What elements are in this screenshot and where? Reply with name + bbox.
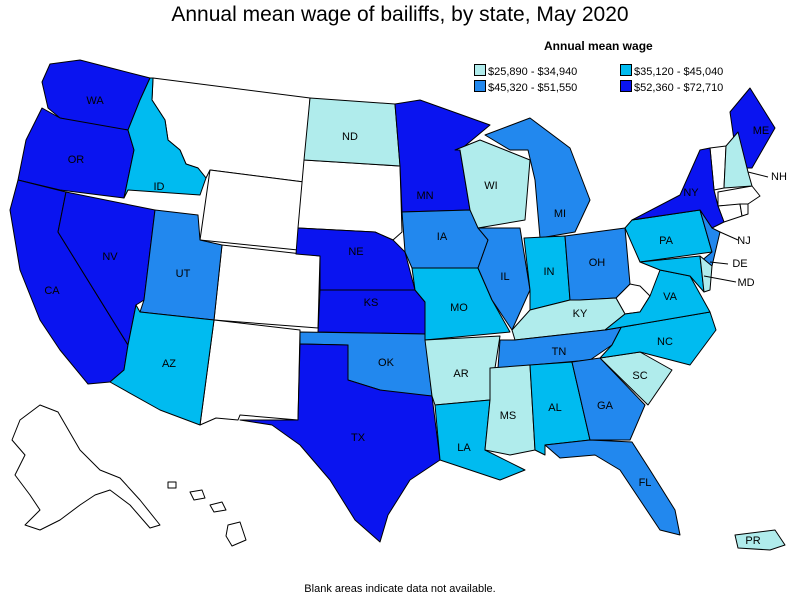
label-GA: GA xyxy=(597,400,614,412)
label-IL: IL xyxy=(500,271,509,283)
label-UT: UT xyxy=(176,268,191,280)
legend-item-tier-1: $35,120 - $45,040 xyxy=(620,64,723,78)
state-RI xyxy=(739,203,749,217)
state-DE xyxy=(699,255,713,293)
state-WI xyxy=(454,139,531,229)
label-WA: WA xyxy=(86,95,104,107)
label-SC: SC xyxy=(632,370,647,382)
label-NV: NV xyxy=(102,251,118,263)
label-TN: TN xyxy=(552,346,567,358)
state-labels: WA OR CA NV ID UT AZ ND NE KS OK TX MN I… xyxy=(44,95,787,547)
label-MN: MN xyxy=(416,190,433,202)
label-MD: MD xyxy=(737,277,754,289)
data-states xyxy=(9,59,786,551)
label-MO: MO xyxy=(450,302,468,314)
state-NM xyxy=(199,319,301,426)
label-KS: KS xyxy=(364,297,379,309)
state-WY xyxy=(199,169,305,251)
state-AZ xyxy=(109,304,215,426)
map-title: Annual mean wage of bailiffs, by state, … xyxy=(171,3,629,26)
label-CA: CA xyxy=(44,285,60,297)
state-GA xyxy=(571,357,646,441)
label-OK: OK xyxy=(378,357,395,369)
legend-label: $52,360 - $72,710 xyxy=(634,82,724,94)
label-OH: OH xyxy=(589,257,606,269)
label-PR: PR xyxy=(745,535,760,547)
state-NH xyxy=(723,131,753,189)
label-VA: VA xyxy=(663,291,678,303)
legend-item-tier-0: $25,890 - $34,940 xyxy=(474,64,577,78)
legend-swatch xyxy=(474,64,486,76)
state-SD xyxy=(297,159,403,241)
label-IA: IA xyxy=(437,231,448,243)
legend-label: $35,120 - $45,040 xyxy=(634,66,724,78)
state-IL xyxy=(477,227,531,331)
label-IN: IN xyxy=(544,266,555,278)
label-ID: ID xyxy=(154,181,165,193)
label-KY: KY xyxy=(573,308,588,320)
legend-label: $25,890 - $34,940 xyxy=(488,66,578,78)
state-FL xyxy=(544,439,681,536)
legend-label: $45,320 - $51,550 xyxy=(488,82,578,94)
legend-swatch xyxy=(474,80,486,92)
legend-item-tier-2: $45,320 - $51,550 xyxy=(474,80,577,94)
leader-lines xyxy=(703,171,769,283)
label-NH: NH xyxy=(771,171,787,183)
state-HI xyxy=(167,481,247,547)
label-AR: AR xyxy=(453,368,468,380)
label-PA: PA xyxy=(659,235,674,247)
state-MD xyxy=(639,255,705,293)
state-NC xyxy=(599,311,717,366)
label-AL: AL xyxy=(548,402,561,414)
label-TX: TX xyxy=(351,432,366,444)
state-MI xyxy=(484,117,591,239)
legend-swatch xyxy=(620,80,632,92)
label-NC: NC xyxy=(657,336,673,348)
label-ME: ME xyxy=(753,125,770,137)
label-DE: DE xyxy=(732,258,747,270)
no-data-states xyxy=(11,77,761,547)
state-UT xyxy=(139,209,223,321)
state-TX xyxy=(239,343,441,543)
label-FL: FL xyxy=(639,477,652,489)
legend-title: Annual mean wage xyxy=(544,39,653,53)
label-WI: WI xyxy=(484,180,497,192)
state-ID xyxy=(123,77,207,199)
state-MA xyxy=(717,185,761,207)
label-ND: ND xyxy=(342,131,358,143)
legend-item-tier-3: $52,360 - $72,710 xyxy=(620,80,723,94)
label-LA: LA xyxy=(457,442,471,454)
label-AZ: AZ xyxy=(162,358,176,370)
label-NY: NY xyxy=(683,187,699,199)
label-NJ: NJ xyxy=(737,235,750,247)
label-MS: MS xyxy=(500,410,517,422)
state-CO xyxy=(213,244,321,329)
label-MI: MI xyxy=(554,208,566,220)
legend-swatch xyxy=(620,64,632,76)
state-AK xyxy=(11,404,161,531)
label-NE: NE xyxy=(348,246,363,258)
state-PR xyxy=(734,529,786,551)
label-OR: OR xyxy=(68,154,85,166)
footnote: Blank areas indicate data not available. xyxy=(304,583,496,595)
